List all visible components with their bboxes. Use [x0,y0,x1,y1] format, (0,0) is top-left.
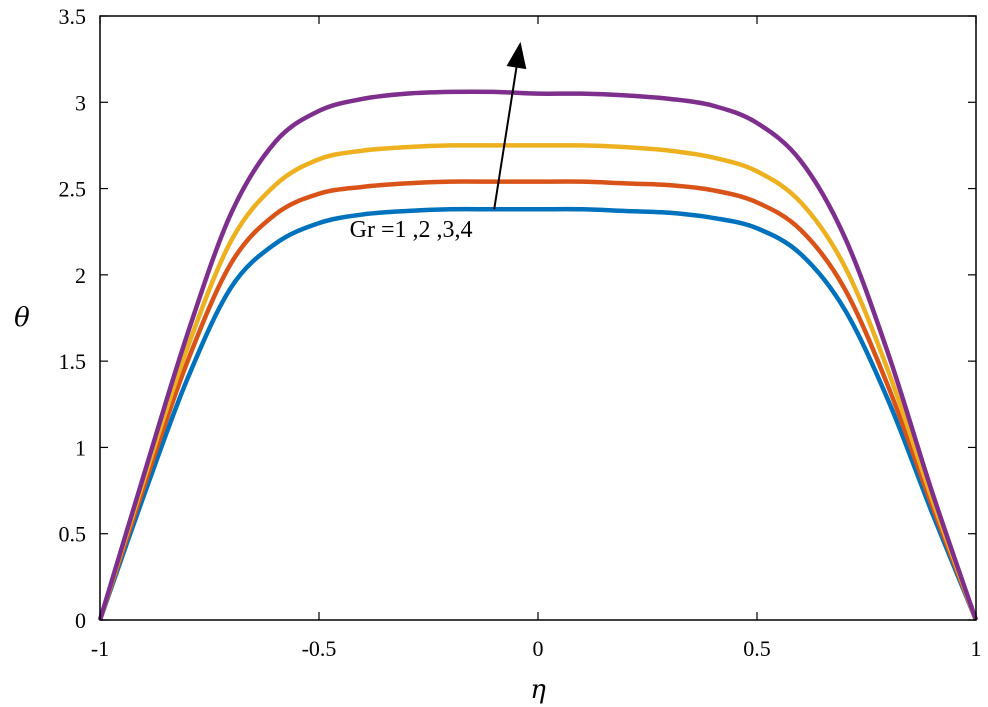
annotation-layer: Gr =1 ,2 ,3,4 [350,41,527,243]
annotation-label: Gr =1 ,2 ,3,4 [350,217,473,243]
y-tick-label: 0 [75,608,86,633]
x-tick-label: -1 [91,636,109,661]
x-tick-label: 1 [971,636,982,661]
annotation-arrowhead [506,41,527,70]
series-layer [97,89,979,621]
ticks-layer: -1 -0.5 0 0.5 1 0 0.5 1 1.5 2 2.5 3 3.5 [59,4,982,661]
plot-frame [99,15,977,621]
y-tick-label: 3.5 [59,4,87,29]
x-tick-label: 0.5 [743,636,771,661]
y-tick-label: 3 [75,90,86,115]
series-line-1 [97,206,979,621]
y-tick-label: 2.5 [59,177,87,202]
series-line-3 [97,143,979,621]
y-tick-label: 0.5 [59,522,87,547]
series-line-4 [97,89,979,621]
x-tick-label: 0 [533,636,544,661]
series-line-2 [97,179,979,621]
y-tick-label: 1 [75,435,86,460]
x-tick-label: -0.5 [302,636,337,661]
y-axis-label: θ [14,303,30,333]
x-axis-label: η [530,675,546,705]
annotation-arrow [493,67,518,210]
y-tick-label: 2 [75,263,86,288]
y-tick-label: 1.5 [59,349,87,374]
